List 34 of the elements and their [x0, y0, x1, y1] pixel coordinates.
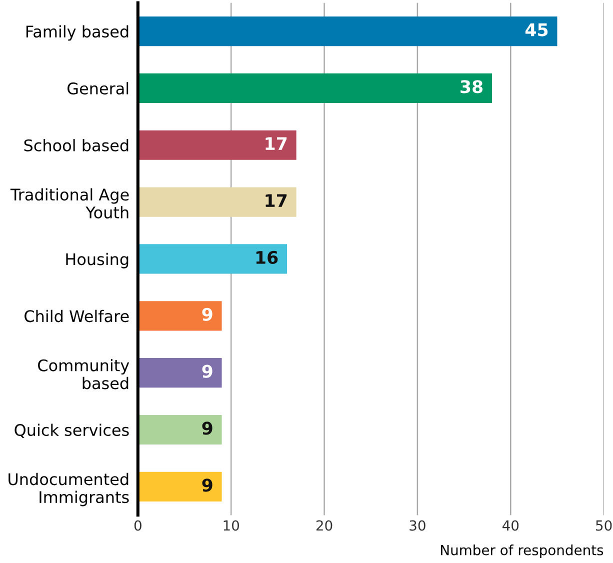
bar [138, 358, 222, 388]
y-tick-label: Undocumented Immigrants [8, 472, 129, 506]
y-tick-label: Community based [38, 359, 130, 390]
data-label: 38 [460, 80, 483, 94]
bar [138, 187, 296, 217]
data-label: 9 [202, 422, 212, 435]
y-tick-label: Traditional Age Youth [10, 188, 129, 219]
bar [138, 301, 222, 331]
bar [138, 73, 492, 104]
data-label: 9 [202, 478, 212, 492]
x-tick-label: 30 [410, 520, 426, 531]
y-tick-label: Child Welfare [24, 310, 129, 322]
bar [138, 16, 558, 46]
data-label: 9 [202, 308, 212, 321]
data-label: 16 [256, 250, 278, 264]
x-tick-label: 0 [134, 520, 142, 531]
data-label: 9 [202, 364, 212, 378]
y-tick-label: General [68, 82, 128, 94]
x-axis-title: Number of respondents [441, 544, 604, 558]
y-tick-label: Family based [26, 25, 128, 41]
x-tick-label: 10 [224, 520, 240, 531]
data-label: 45 [525, 23, 548, 36]
bar [138, 472, 222, 502]
bar [138, 130, 296, 160]
y-tick-label: Housing [66, 252, 128, 268]
data-label: 17 [266, 137, 287, 150]
y-tick-label: School based [24, 139, 128, 152]
x-tick-label: 40 [502, 520, 519, 531]
bar [138, 244, 288, 274]
x-tick-label: 50 [596, 520, 612, 531]
data-label: 17 [266, 194, 287, 207]
x-tick-label: 20 [316, 520, 332, 531]
y-tick-label: Quick services [14, 424, 129, 438]
bar [138, 414, 222, 445]
